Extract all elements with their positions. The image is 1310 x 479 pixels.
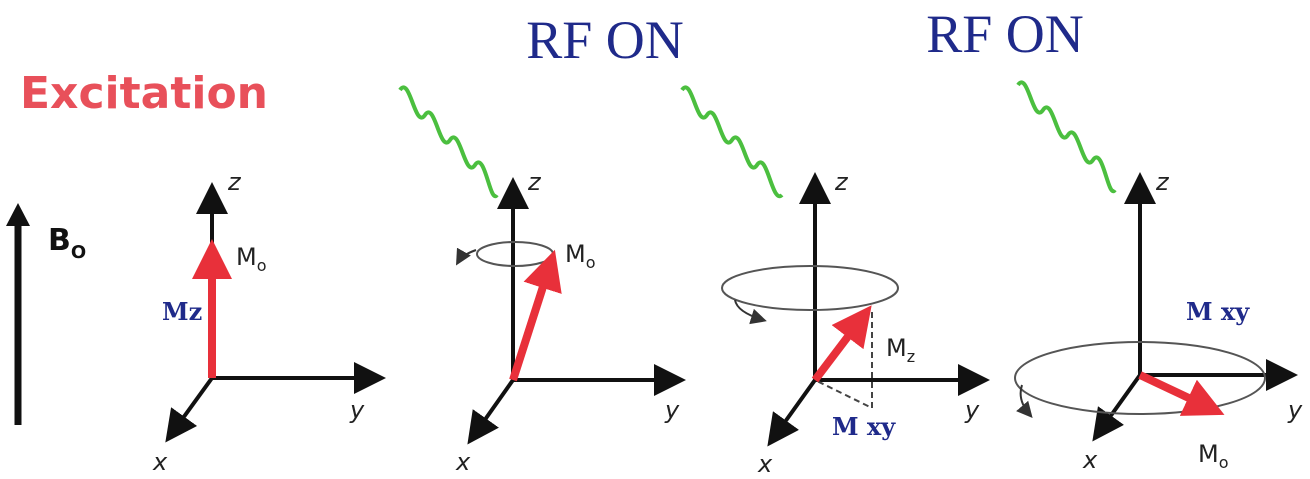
vector-subscript: o	[586, 253, 596, 272]
vector-subscript: o	[257, 256, 267, 275]
axis-label: z	[1155, 168, 1170, 196]
axis-label: z	[227, 168, 242, 196]
diagram: Excitation RF ON RF ON BO z y x Mo Mz z …	[0, 0, 1310, 479]
b0-arrowhead	[6, 203, 30, 226]
component-label: M xy	[1186, 297, 1250, 326]
vector-letter: M	[565, 240, 586, 268]
magnetization-vector	[1140, 375, 1210, 408]
axis-label: x	[757, 450, 773, 478]
vector-label: Mo	[1198, 440, 1229, 472]
rf-wave	[400, 87, 497, 196]
panel: z y x Mo	[455, 168, 680, 476]
rf-wave	[1018, 82, 1115, 191]
axis-label: x	[455, 448, 471, 476]
b0-letter: B	[48, 223, 71, 258]
panel: z y x Mo M xy	[1015, 168, 1303, 474]
vector-subscript: z	[907, 347, 915, 366]
x-axis	[1097, 375, 1140, 435]
component-label: Mz	[162, 297, 202, 326]
vector-letter: M	[886, 334, 907, 362]
rotation-arrow	[458, 250, 476, 262]
panel: z y x Mz M xy	[722, 168, 982, 478]
axis-label: z	[834, 168, 849, 196]
axis-label: y	[664, 396, 680, 424]
magnetization-vector	[513, 265, 550, 380]
b0-subscript: O	[71, 242, 86, 263]
panel: z y x Mo Mz	[152, 168, 378, 476]
rf-label: RF ON	[926, 4, 1084, 64]
b0-field: BO	[6, 203, 86, 425]
vector-letter: M	[1198, 440, 1219, 468]
magnetization-vector	[815, 318, 862, 380]
vector-letter: M	[236, 243, 257, 271]
x-axis	[472, 380, 513, 438]
rf-label: RF ON	[526, 10, 684, 70]
axis-label: y	[349, 396, 365, 424]
axis-label: y	[1287, 396, 1303, 424]
axis-label: x	[152, 448, 168, 476]
vector-label: Mo	[236, 243, 267, 275]
component-label: M xy	[832, 412, 896, 441]
b0-label: BO	[48, 223, 86, 263]
x-axis	[170, 378, 212, 436]
x-axis	[772, 380, 815, 440]
axis-label: y	[964, 396, 980, 424]
vector-subscript: o	[1219, 453, 1229, 472]
projection-lines	[815, 312, 872, 408]
axis-label: z	[527, 168, 542, 196]
rf-waves	[400, 82, 1115, 196]
precession-ellipse	[722, 266, 898, 310]
vector-label: Mo	[565, 240, 596, 272]
title: Excitation	[20, 68, 268, 119]
axis-label: x	[1082, 446, 1098, 474]
vector-label: Mz	[886, 334, 915, 366]
rf-wave	[682, 87, 782, 196]
